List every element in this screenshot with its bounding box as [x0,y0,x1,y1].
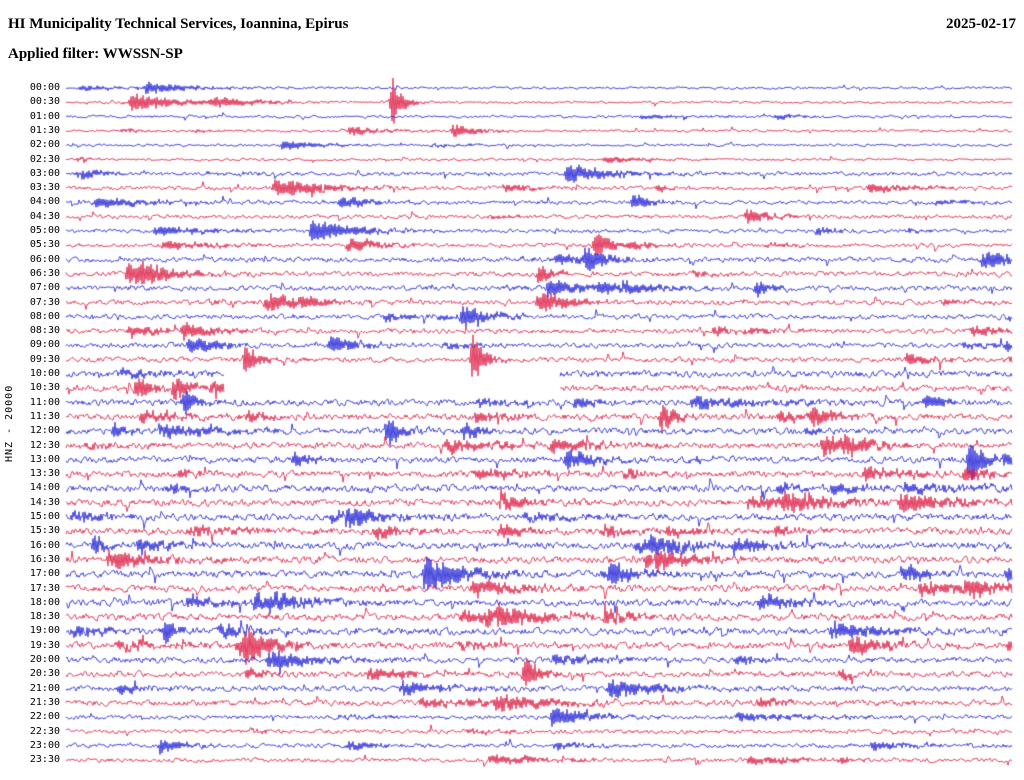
time-label: 07:00 [29,282,60,294]
time-label: 04:00 [29,196,60,208]
time-label: 18:00 [29,596,60,608]
time-label: 21:00 [29,682,60,694]
time-label: 17:00 [29,568,60,580]
time-label: 22:30 [29,725,60,737]
time-label: 15:30 [29,525,60,537]
time-label: 13:00 [29,453,60,465]
time-label: 10:00 [29,368,60,379]
time-label: 02:30 [29,153,60,165]
time-label: 05:30 [29,239,60,251]
time-label: 18:30 [29,611,60,623]
time-label: 16:30 [29,553,60,565]
time-label: 23:00 [29,739,60,751]
time-label: 12:00 [29,425,60,437]
time-label: 23:30 [29,754,60,766]
time-label: 21:30 [29,696,60,708]
time-label: 07:30 [29,296,60,308]
time-label: 12:30 [29,439,60,451]
time-label: 02:00 [29,139,60,151]
time-label: 09:00 [29,339,60,351]
time-label: 05:00 [29,225,60,236]
time-label: 19:00 [29,625,60,637]
time-label: 22:00 [29,711,60,723]
time-label: 06:00 [29,253,60,265]
time-label: 15:00 [29,511,60,522]
time-label: 04:30 [29,210,60,222]
time-label: 17:30 [29,582,60,594]
time-label: 08:00 [29,310,60,322]
time-label: 11:30 [29,410,60,422]
time-label: 09:30 [29,353,60,365]
time-label: 10:30 [29,382,60,394]
time-label: 00:30 [29,96,60,108]
time-label: 03:30 [29,182,60,194]
time-label: 14:30 [29,496,60,508]
time-label: 08:30 [29,325,60,337]
time-label: 11:00 [29,396,60,408]
time-label: 19:30 [29,639,60,651]
time-label: 14:00 [29,482,60,494]
time-label: 03:00 [29,167,60,179]
time-label: 06:30 [29,267,60,279]
time-label: 01:00 [29,110,60,122]
time-label: 13:30 [29,468,60,480]
time-label: 20:30 [29,668,60,680]
time-label: 20:00 [29,654,60,665]
time-label: 16:00 [29,539,60,551]
time-label: 00:00 [29,82,60,93]
time-label: 01:30 [29,124,60,136]
